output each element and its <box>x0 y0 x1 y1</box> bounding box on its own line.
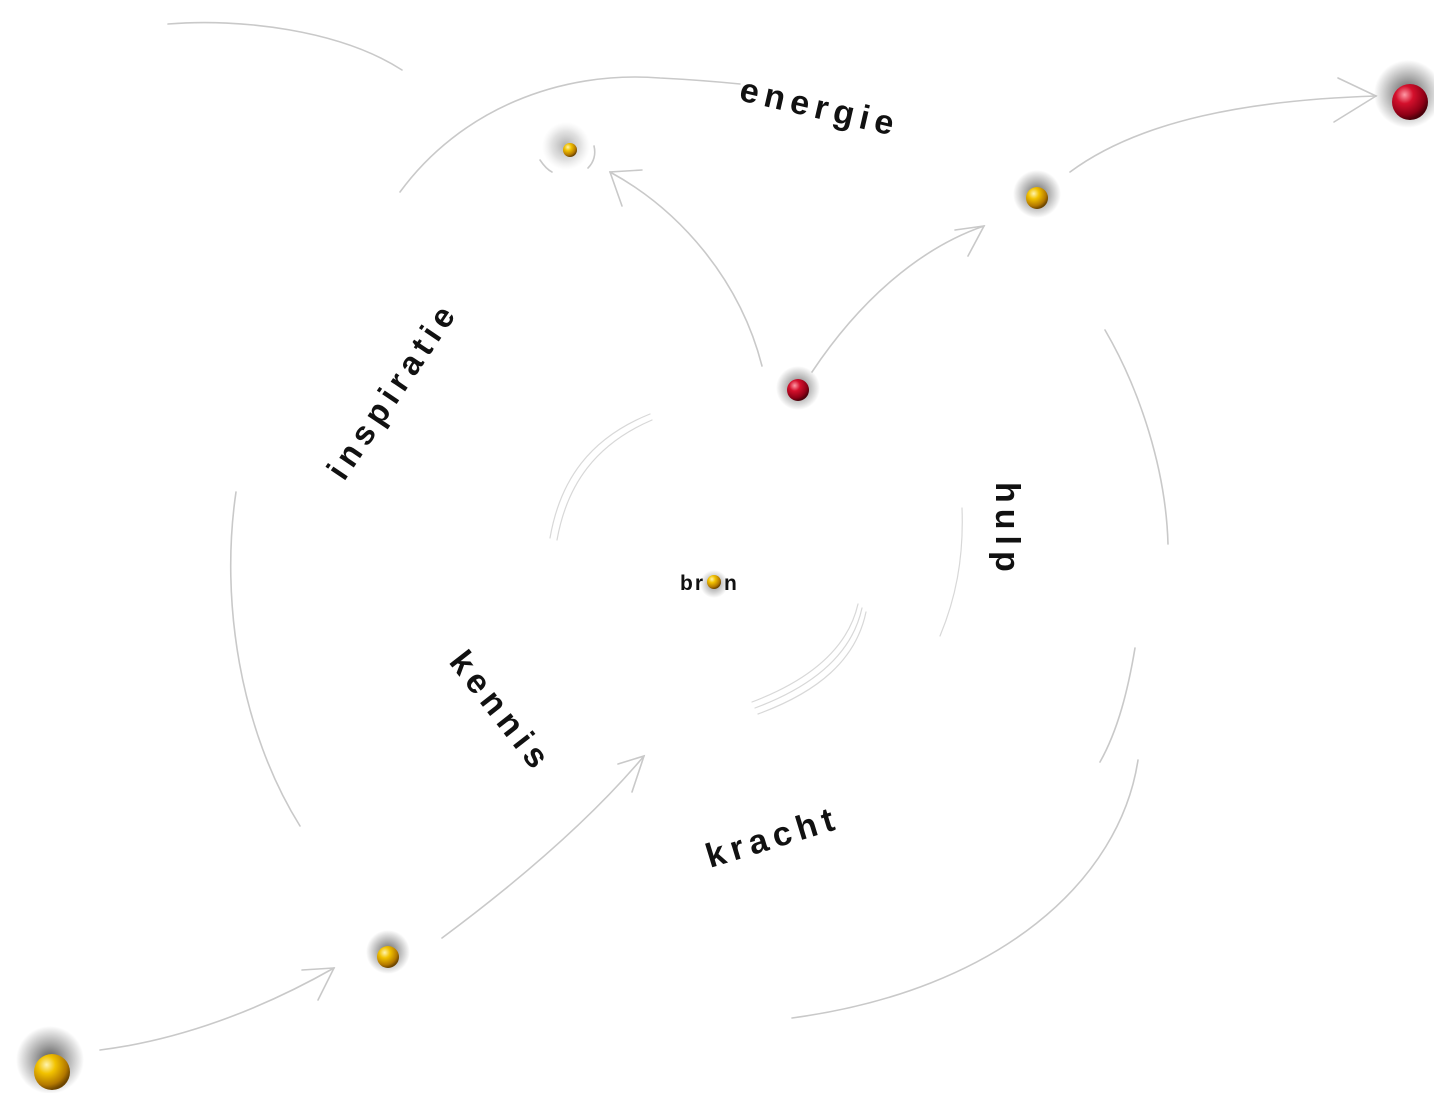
arrow-head-gold-small <box>301 967 336 1001</box>
label-kennis: kennis <box>442 644 560 781</box>
arc-top-left <box>167 21 403 71</box>
arc-inner-top-1 <box>549 413 651 539</box>
ball-red-top <box>1374 60 1434 128</box>
ball-grey <box>539 122 596 173</box>
ball-gold-small <box>366 930 410 974</box>
arc-top <box>399 76 741 193</box>
label-kracht: kracht <box>701 799 844 876</box>
ball-bron <box>700 570 728 598</box>
arrow-to-red-top <box>1069 95 1377 173</box>
arrow-to-center <box>441 755 645 939</box>
arc-lower-right-2 <box>791 759 1139 1019</box>
label-energie: energie <box>736 71 903 145</box>
arc-right <box>1104 329 1169 545</box>
ball-gold-upper <box>1013 170 1061 218</box>
arrow-to-gold-small <box>99 967 335 1051</box>
arrow-head-gold-upper <box>954 224 986 257</box>
label-bron-left: br <box>680 572 705 595</box>
arrow-to-gold-upper <box>811 225 985 373</box>
label-inspiratie: inspiratie <box>319 294 465 486</box>
ball-gold-bottom <box>16 1026 84 1093</box>
label-bron-right: n <box>724 572 739 595</box>
balls <box>16 60 1434 1093</box>
arc-inner-right <box>939 507 963 637</box>
arrow-head-grey <box>608 169 643 207</box>
arc-lower-right-1 <box>1099 647 1136 763</box>
arrow-to-grey-ball <box>609 171 763 367</box>
arc-inner-bottom-1 <box>751 603 859 703</box>
arrow-head-red-top <box>1333 77 1378 123</box>
arc-inner-top-2 <box>556 419 653 541</box>
arc-left <box>229 491 301 827</box>
arrows <box>99 77 1378 1051</box>
sketch-strokes <box>167 21 1169 1019</box>
labels: energie inspiratie hulp kennis kracht br… <box>319 71 1026 876</box>
arrow-head-center <box>617 754 646 793</box>
ball-red-center <box>776 366 820 410</box>
arc-inner-bottom-3 <box>757 611 867 715</box>
label-hulp: hulp <box>988 482 1026 578</box>
arc-inner-bottom-2 <box>754 607 863 709</box>
